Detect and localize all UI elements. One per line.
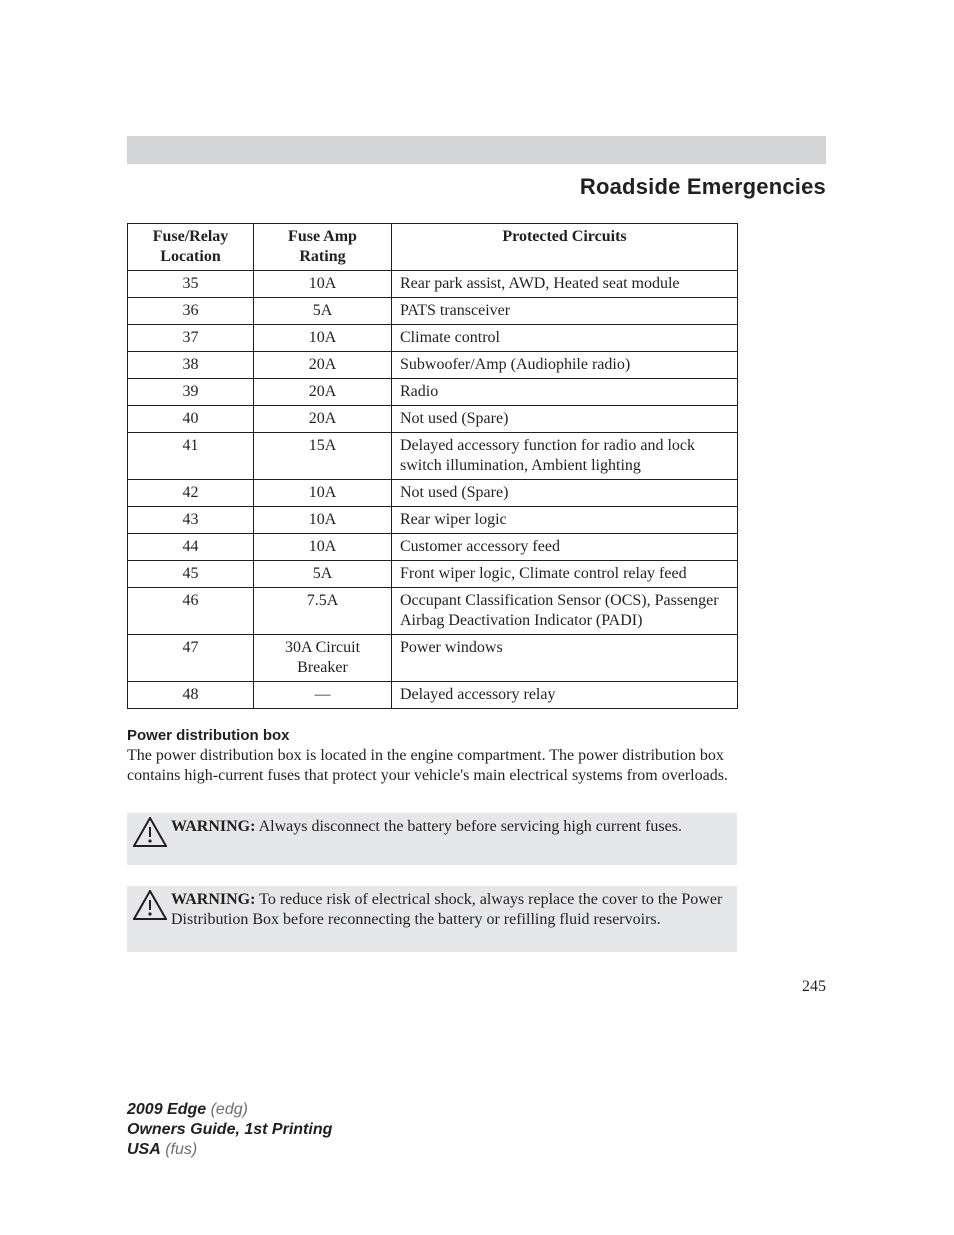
table-cell: 30A Circuit Breaker [254,635,392,682]
section-title: Roadside Emergencies [580,174,826,200]
table-cell: 48 [128,682,254,709]
table-cell: Front wiper logic, Climate control relay… [392,561,738,588]
table-cell: 20A [254,352,392,379]
table-row: 3820ASubwoofer/Amp (Audiophile radio) [128,352,738,379]
table-cell: 43 [128,507,254,534]
fuse-table: Fuse/RelayLocation Fuse AmpRating Protec… [127,223,737,709]
table-row: 467.5AOccupant Classification Sensor (OC… [128,588,738,635]
warning-block-1: WARNING: Always disconnect the battery b… [127,813,737,865]
table-row: 3920ARadio [128,379,738,406]
table-cell: 10A [254,480,392,507]
table-cell: 36 [128,298,254,325]
footer-line-2: Owners Guide, 1st Printing [127,1120,332,1140]
table-cell: 41 [128,433,254,480]
table-cell: 20A [254,406,392,433]
table-cell: 47 [128,635,254,682]
table-row: 4730A Circuit BreakerPower windows [128,635,738,682]
table-row: 4210ANot used (Spare) [128,480,738,507]
table-cell: 37 [128,325,254,352]
table-cell: Delayed accessory function for radio and… [392,433,738,480]
table-cell: 7.5A [254,588,392,635]
warning-icon [133,817,167,847]
pdb-paragraph: The power distribution box is located in… [127,746,737,786]
col-header-location: Fuse/RelayLocation [128,224,254,271]
table-cell: 20A [254,379,392,406]
table-cell: 10A [254,507,392,534]
footer: 2009 Edge (edg) Owners Guide, 1st Printi… [127,1100,332,1160]
table-cell: 38 [128,352,254,379]
table-cell: PATS transceiver [392,298,738,325]
table-cell: Climate control [392,325,738,352]
table-cell: 5A [254,298,392,325]
col-header-rating: Fuse AmpRating [254,224,392,271]
table-cell: 10A [254,534,392,561]
warning-2-text: WARNING: To reduce risk of electrical sh… [171,891,722,928]
footer-line-3: USA (fus) [127,1140,332,1160]
table-cell: 35 [128,271,254,298]
table-cell: — [254,682,392,709]
table-cell: Subwoofer/Amp (Audiophile radio) [392,352,738,379]
footer-line-1: 2009 Edge (edg) [127,1100,332,1120]
table-cell: 45 [128,561,254,588]
table-cell: 46 [128,588,254,635]
col-header-circuits: Protected Circuits [392,224,738,271]
header-bar [127,136,826,164]
table-cell: Not used (Spare) [392,406,738,433]
table-row: 48—Delayed accessory relay [128,682,738,709]
table-cell: Occupant Classification Sensor (OCS), Pa… [392,588,738,635]
warning-icon [133,890,167,920]
table-cell: 10A [254,325,392,352]
subheading-pdb: Power distribution box [127,727,290,744]
table-row: 3710AClimate control [128,325,738,352]
table-row: 455AFront wiper logic, Climate control r… [128,561,738,588]
table-cell: 10A [254,271,392,298]
table-row: 4115ADelayed accessory function for radi… [128,433,738,480]
table-cell: Not used (Spare) [392,480,738,507]
table-row: 3510ARear park assist, AWD, Heated seat … [128,271,738,298]
table-cell: 44 [128,534,254,561]
warning-1-text: WARNING: Always disconnect the battery b… [171,818,682,835]
page-number: 245 [802,978,826,996]
table-cell: 42 [128,480,254,507]
table-cell: 40 [128,406,254,433]
warning-block-2: WARNING: To reduce risk of electrical sh… [127,886,737,952]
table-cell: Radio [392,379,738,406]
table-cell: Delayed accessory relay [392,682,738,709]
table-cell: Rear park assist, AWD, Heated seat modul… [392,271,738,298]
table-cell: Power windows [392,635,738,682]
table-cell: Customer accessory feed [392,534,738,561]
table-row: 365APATS transceiver [128,298,738,325]
table-header-row: Fuse/RelayLocation Fuse AmpRating Protec… [128,224,738,271]
table-row: 4310ARear wiper logic [128,507,738,534]
table-cell: 39 [128,379,254,406]
table-cell: Rear wiper logic [392,507,738,534]
table-cell: 15A [254,433,392,480]
table-row: 4020ANot used (Spare) [128,406,738,433]
table-row: 4410ACustomer accessory feed [128,534,738,561]
table-cell: 5A [254,561,392,588]
